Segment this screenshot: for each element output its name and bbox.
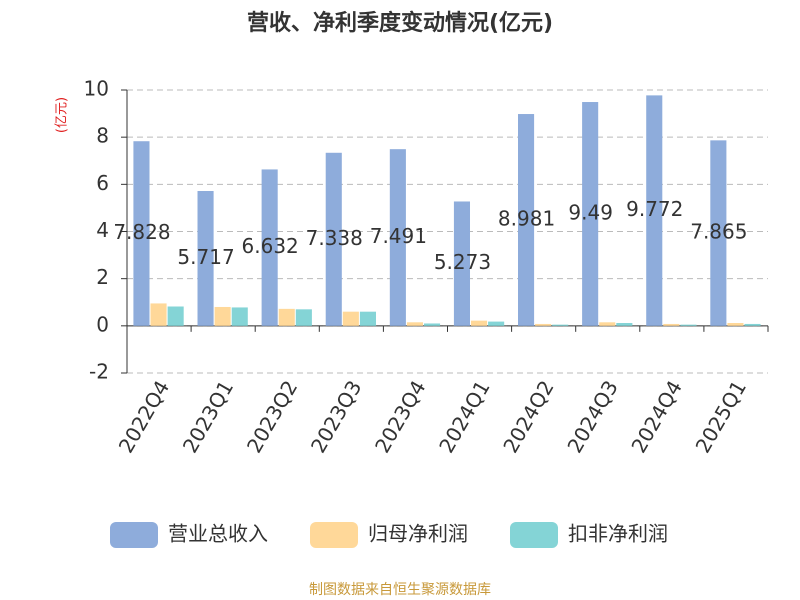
bar [663, 323, 680, 326]
bar [167, 306, 184, 326]
bar [453, 201, 471, 326]
bar [278, 308, 295, 326]
bar [342, 311, 359, 326]
value-label: 7.338 [306, 226, 363, 250]
value-label: 7.865 [690, 220, 747, 244]
y-tick-label: 0 [96, 312, 109, 336]
bar [295, 309, 312, 326]
bar [616, 323, 633, 326]
value-label: 8.981 [498, 206, 555, 230]
bar [727, 323, 744, 326]
y-tick-label: 8 [96, 124, 109, 148]
bar [389, 149, 406, 326]
y-tick-label: 2 [96, 265, 109, 289]
bar [535, 323, 552, 326]
y-tick-label: -2 [89, 360, 109, 384]
bar [359, 311, 376, 326]
bar [680, 324, 697, 326]
bar [646, 95, 663, 326]
x-tick-label: 2024Q2 [498, 376, 558, 457]
x-tick-label: 2023Q2 [242, 376, 302, 457]
bar [325, 152, 342, 326]
bar [261, 169, 278, 326]
bar [406, 322, 423, 326]
bar [488, 321, 505, 326]
y-tick-label: 4 [96, 218, 109, 242]
chart-title: 营收、净利季度变动情况(亿元) [247, 10, 553, 36]
legend-label: 归母净利润 [368, 522, 468, 546]
x-tick-label: 2023Q1 [178, 376, 238, 457]
legend-swatch [110, 522, 158, 548]
legend-label: 营业总收入 [168, 522, 268, 546]
bar [744, 323, 761, 326]
bar [518, 114, 535, 326]
x-tick-label: 2025Q1 [691, 376, 751, 457]
bar [150, 303, 167, 326]
bar [214, 306, 231, 326]
bar [471, 320, 488, 326]
bar [231, 307, 248, 326]
y-tick-label: 6 [96, 171, 109, 195]
bar [599, 322, 616, 326]
source-note: 制图数据来自恒生聚源数据库 [309, 582, 491, 598]
x-tick-label: 2024Q4 [626, 376, 686, 457]
bar [423, 323, 441, 326]
legend-swatch [510, 522, 558, 548]
legend-label: 扣非净利润 [568, 522, 668, 546]
value-label: 7.491 [370, 224, 427, 248]
bar [710, 140, 727, 326]
bar [133, 141, 150, 326]
value-label: 9.49 [568, 200, 613, 224]
value-label: 7.828 [113, 220, 170, 244]
bar [197, 191, 214, 326]
value-label: 6.632 [242, 234, 299, 258]
y-axis-label: (亿元) [55, 97, 70, 133]
x-tick-label: 2022Q4 [114, 376, 174, 457]
y-tick-label: 10 [84, 77, 109, 101]
bar [582, 102, 599, 326]
x-tick-label: 2023Q3 [306, 376, 366, 457]
legend-swatch [310, 522, 358, 548]
value-label: 5.273 [434, 250, 491, 274]
bar [552, 324, 569, 326]
x-tick-label: 2023Q4 [370, 376, 430, 457]
value-label: 9.772 [626, 197, 683, 221]
x-tick-label: 2024Q3 [562, 376, 622, 457]
x-tick-label: 2024Q1 [434, 376, 494, 457]
value-label: 5.717 [177, 245, 234, 269]
